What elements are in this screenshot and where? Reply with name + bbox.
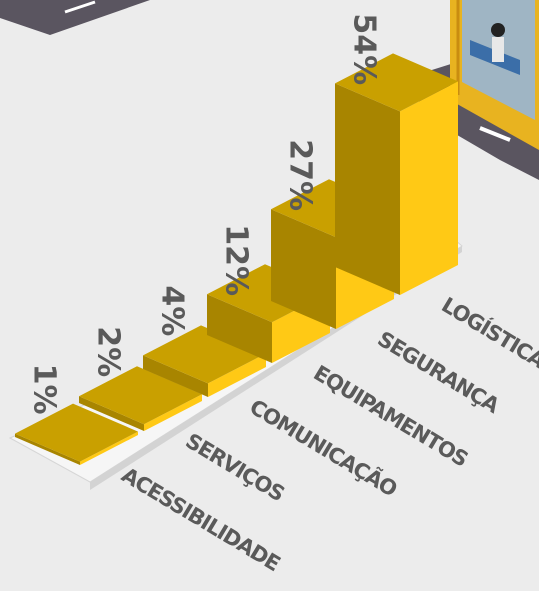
value-label: 1%: [26, 364, 61, 415]
bar: [335, 53, 458, 295]
bar-side: [335, 83, 400, 295]
value-label: 54%: [346, 13, 381, 85]
value-label: 4%: [154, 285, 189, 336]
value-label: 27%: [282, 139, 317, 211]
value-label: 12%: [218, 224, 253, 296]
chart: 1%ACESSIBILIDADE2%SERVIÇOS4%COMUNICAÇÃO1…: [0, 0, 539, 591]
value-label: 2%: [90, 326, 125, 377]
bar-front: [400, 81, 458, 295]
